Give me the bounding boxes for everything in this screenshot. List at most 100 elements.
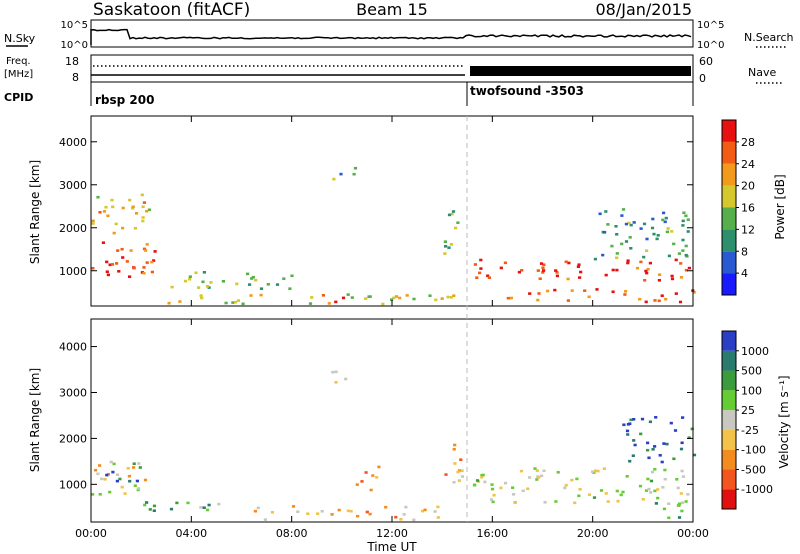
power-cell — [579, 270, 583, 274]
velocity-cell — [458, 469, 462, 472]
power-cell — [555, 274, 559, 278]
power-cell — [479, 258, 483, 262]
velocity-cell — [628, 459, 632, 463]
power-cell — [662, 211, 666, 215]
velocity-cell — [577, 494, 581, 498]
power-cell — [624, 240, 629, 243]
velocity-cell — [535, 478, 539, 481]
nsky-tick-top: 10^5 — [61, 20, 88, 31]
velocity-cell — [460, 475, 465, 478]
power-cell — [121, 226, 125, 230]
nsky-panel — [90, 19, 694, 48]
power-cell — [451, 210, 456, 213]
power-cell — [201, 280, 205, 284]
power-cell — [120, 247, 124, 251]
power-cell — [129, 249, 133, 252]
power-cell — [684, 214, 688, 218]
velocity-cell — [556, 471, 560, 474]
velocity-colorbar-label: Velocity [m s⁻¹] — [777, 375, 791, 468]
power-cell — [578, 276, 582, 279]
colorbar-swatch — [722, 207, 736, 230]
velocity-cell — [662, 507, 666, 511]
velocity-cell — [186, 501, 190, 505]
power-cell — [259, 293, 263, 297]
power-cell — [679, 276, 684, 279]
power-cell — [517, 270, 521, 274]
y-tick-label: 1000 — [59, 265, 87, 278]
cpid-program-2: twofsound -3503 — [470, 84, 584, 98]
power-cell — [520, 269, 524, 272]
velocity-cell — [263, 518, 267, 521]
velocity-cell — [456, 470, 460, 474]
colorbar-swatch — [722, 185, 736, 208]
power-cell — [652, 232, 656, 236]
velocity-cell — [592, 496, 597, 499]
power-cell — [128, 275, 132, 278]
power-cell — [428, 294, 432, 297]
power-cell — [449, 243, 453, 246]
velocity-cell — [677, 502, 681, 506]
power-cell — [624, 290, 628, 293]
date-title: 08/Jan/2015 — [595, 0, 692, 19]
power-cell — [104, 205, 108, 209]
power-cell — [681, 224, 685, 227]
velocity-cell — [679, 447, 684, 451]
power-cell — [248, 283, 252, 286]
power-cell — [131, 207, 135, 210]
power-ylabel: Slant Range [km] — [28, 160, 42, 264]
velocity-cell — [511, 486, 515, 489]
colorbar-swatch — [722, 229, 736, 252]
velocity-cell — [490, 487, 495, 491]
velocity-cell — [399, 518, 403, 521]
velocity-cell — [687, 436, 691, 439]
power-cell — [145, 209, 149, 213]
velocity-cell — [404, 505, 408, 509]
velocity-cell — [665, 442, 669, 446]
velocity-cell — [115, 479, 119, 483]
velocity-cell — [626, 433, 630, 436]
velocity-cell — [656, 496, 660, 500]
power-cell — [629, 223, 633, 227]
power-cell — [178, 300, 182, 303]
power-cell — [664, 216, 668, 220]
power-cell — [686, 230, 690, 233]
colorbar-swatch — [722, 489, 736, 509]
velocity-cell — [337, 508, 341, 512]
velocity-cell — [207, 503, 211, 507]
power-colorbar-label: Power [dB] — [773, 174, 787, 239]
velocity-cell — [616, 499, 620, 503]
power-echo-region-4 — [321, 294, 346, 304]
velocity-cell — [686, 493, 690, 496]
velocity-cell — [96, 472, 100, 476]
power-cell — [121, 256, 125, 259]
power-cell — [221, 280, 225, 283]
power-cell — [620, 214, 624, 217]
power-cell — [259, 287, 264, 290]
y-tick-label: 4000 — [59, 341, 87, 354]
x-tick-label: 16:00 — [476, 527, 508, 540]
velocity-cell — [537, 476, 541, 479]
freq-trace — [91, 65, 691, 76]
velocity-cell — [692, 453, 697, 457]
velocity-cell — [120, 485, 124, 489]
colorbar-tick-label: 28 — [741, 136, 755, 149]
power-echo-region-3 — [167, 293, 456, 306]
power-cell — [390, 298, 394, 301]
velocity-cell — [334, 370, 338, 374]
colorbar-tick-label: 4 — [741, 267, 748, 280]
velocity-cell — [143, 478, 148, 482]
velocity-cell — [133, 484, 137, 487]
power-echo-region-7 — [473, 258, 691, 282]
y-tick-label: 2000 — [59, 432, 87, 445]
velocity-cell — [126, 467, 130, 470]
colorbar-tick-label: -100 — [741, 444, 766, 457]
velocity-echo-region-5 — [331, 370, 348, 384]
velocity-cell — [673, 429, 678, 432]
colorbar-swatch — [722, 469, 736, 490]
colorbar-tick-label: -1000 — [741, 483, 773, 496]
power-cell — [681, 238, 685, 242]
power-cell — [170, 285, 174, 289]
power-cell — [648, 261, 652, 265]
velocity-cell — [136, 488, 140, 492]
velocity-cell — [680, 509, 684, 513]
